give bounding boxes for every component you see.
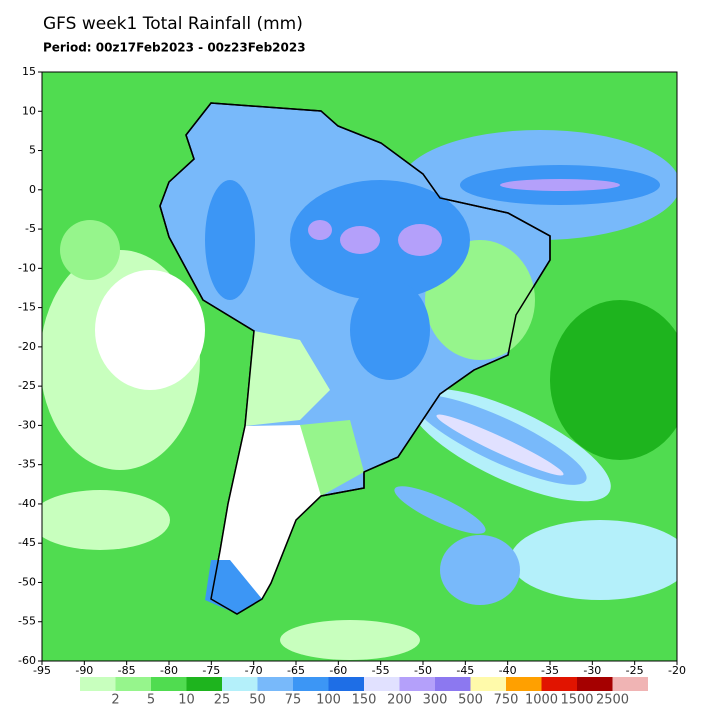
title: GFS week1 Total Rainfall (mm): [43, 14, 303, 34]
subtitle: Period: 00z17Feb2023 - 00z23Feb2023: [43, 41, 306, 55]
colorbar-box: [257, 677, 293, 691]
colorbar-label: 1000: [525, 693, 558, 708]
colorbar-label: 75: [285, 693, 302, 708]
colorbar-box: [435, 677, 471, 691]
colorbar-label: 10: [178, 693, 195, 708]
colorbar-label: 500: [458, 693, 483, 708]
colorbar-box: [506, 677, 542, 691]
x-tick-label: -85: [118, 664, 136, 677]
colorbar-label: 300: [423, 693, 448, 708]
x-tick-label: -70: [245, 664, 263, 677]
y-tick-label: -30: [18, 418, 36, 431]
colorbar-label: 150: [352, 693, 377, 708]
y-tick-label: -50: [18, 575, 36, 588]
colorbar-box: [399, 677, 435, 691]
x-tick-label: -80: [160, 664, 178, 677]
colorbar-label: 25: [214, 693, 231, 708]
colorbar-label: 5: [147, 693, 155, 708]
y-tick-label: 5: [29, 144, 36, 157]
colorbar-label: 2500: [596, 693, 629, 708]
colorbar-box: [222, 677, 258, 691]
x-tick-label: -95: [33, 664, 51, 677]
x-tick-label: -60: [329, 664, 347, 677]
colorbar-box: [151, 677, 187, 691]
colorbar-box: [80, 677, 116, 691]
x-tick-label: -35: [541, 664, 559, 677]
y-tick-label: -25: [18, 379, 36, 392]
x-tick-label: -50: [414, 664, 432, 677]
colorbar-label: 200: [387, 693, 412, 708]
colorbar-label: 2: [111, 693, 119, 708]
y-tick-label: -60: [18, 654, 36, 667]
y-tick-label: -5: [25, 222, 36, 235]
x-tick-label: -30: [583, 664, 601, 677]
y-tick-label: 15: [22, 65, 36, 78]
colorbar-box: [115, 677, 151, 691]
colorbar-label: 750: [494, 693, 519, 708]
x-tick-label: -55: [372, 664, 390, 677]
colorbar-box: [186, 677, 222, 691]
y-tick-label: -20: [18, 340, 36, 353]
colorbar-label: 100: [316, 693, 341, 708]
colorbar-box: [364, 677, 400, 691]
y-tick-label: -40: [18, 497, 36, 510]
map-field: [42, 72, 677, 661]
x-tick-label: -90: [75, 664, 93, 677]
x-tick-label: -40: [499, 664, 517, 677]
y-tick-label: -55: [18, 615, 36, 628]
colorbar-label: 1500: [560, 693, 593, 708]
colorbar-box: [541, 677, 577, 691]
colorbar-box: [577, 677, 613, 691]
y-tick-label: 10: [22, 104, 36, 117]
map-frame: [41, 71, 678, 662]
x-tick-label: -65: [287, 664, 305, 677]
colorbar-box: [470, 677, 506, 691]
colorbar-box: [612, 677, 648, 691]
colorbar-label: 50: [249, 693, 266, 708]
x-tick-label: -20: [668, 664, 686, 677]
y-tick-label: -45: [18, 536, 36, 549]
y-tick-label: 0: [29, 183, 36, 196]
y-tick-label: -35: [18, 458, 36, 471]
y-tick-label: -15: [18, 301, 36, 314]
y-tick-label: -10: [18, 261, 36, 274]
x-tick-label: -75: [202, 664, 220, 677]
colorbar-box: [328, 677, 364, 691]
colorbar-box: [293, 677, 329, 691]
x-tick-label: -25: [626, 664, 644, 677]
x-tick-label: -45: [456, 664, 474, 677]
